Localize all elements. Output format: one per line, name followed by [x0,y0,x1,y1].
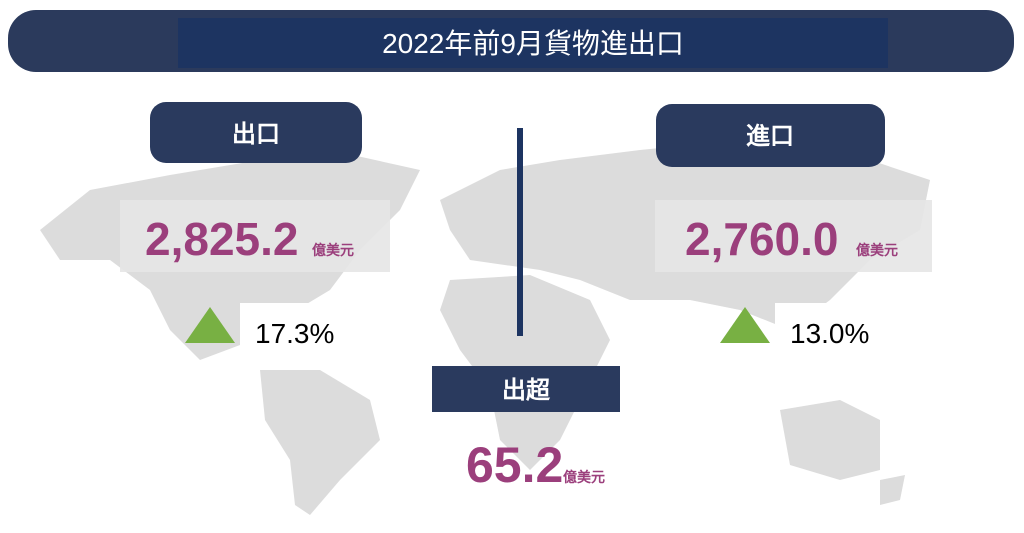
import-growth-box [775,303,885,350]
surplus-label: 出超 [502,377,551,404]
export-label: 出口 [232,121,280,148]
import-up-arrow [720,307,770,343]
export-label-box [150,102,362,163]
import-label-box [656,104,885,167]
export-growth-box [240,303,345,350]
import-value-box [655,200,932,272]
import-unit: 億美元 [856,242,898,258]
export-value: 2,825.2 [145,213,298,265]
export-up-arrow [185,307,235,343]
title: 2022年前9月貨物進出口 [382,28,684,59]
header-inner [178,18,888,68]
surplus-label-box [432,366,620,412]
export-growth: 17.3% [255,318,334,349]
surplus-value: 65.2 [466,437,563,493]
import-growth: 13.0% [790,318,869,349]
export-unit: 億美元 [312,242,354,258]
surplus-unit: 億美元 [563,469,605,485]
import-label: 進口 [746,123,794,150]
import-value: 2,760.0 [685,213,838,265]
export-value-box [120,200,390,272]
